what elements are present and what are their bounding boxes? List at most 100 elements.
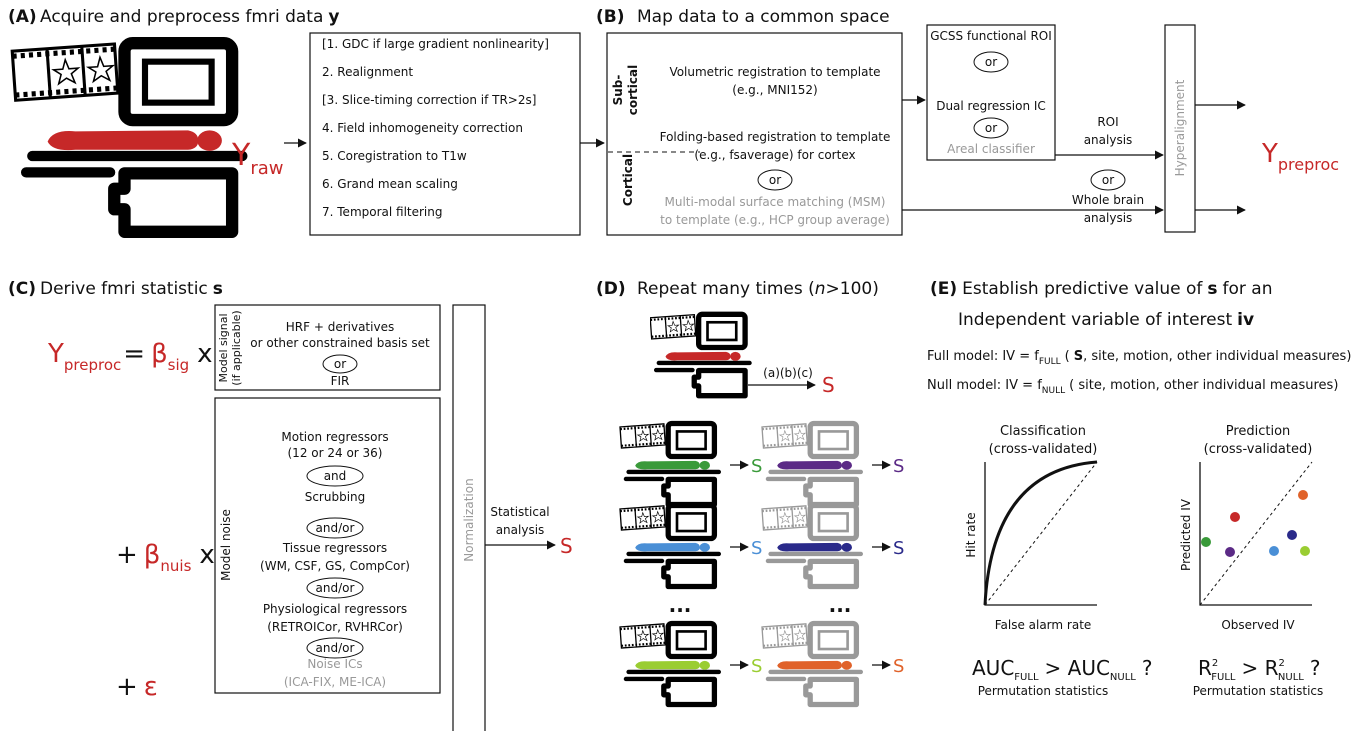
text: or <box>985 55 997 69</box>
text: Statistical <box>490 505 549 519</box>
text: Noise ICs <box>307 657 362 671</box>
title-text: n <box>815 279 826 299</box>
title-symbol: y <box>328 7 339 27</box>
title-text: Establish predictive value of <box>962 279 1203 299</box>
text: Tissue regressors <box>282 541 387 555</box>
operator: = <box>123 339 145 369</box>
plot-title: (cross-validated) <box>1204 442 1313 457</box>
panel-label: (A) <box>8 7 37 27</box>
step: 7. Temporal filtering <box>322 205 443 219</box>
note: Permutation statistics <box>1193 684 1324 698</box>
subscript: nuis <box>160 557 191 575</box>
title-text: Acquire and preprocess fmri data <box>40 7 323 27</box>
text: Areal classifier <box>947 142 1035 156</box>
symbol: S <box>1074 349 1083 364</box>
y-preproc: Ypreproc <box>1261 139 1339 174</box>
points <box>1201 490 1310 557</box>
scanner-icon <box>762 424 861 505</box>
text: or <box>1102 173 1114 187</box>
text: ( site, motion, other individual measure… <box>1069 378 1338 393</box>
circle <box>1225 547 1235 557</box>
text: (e.g., fsaverage) for cortex <box>694 148 855 162</box>
text: Motion regressors <box>281 430 388 444</box>
text: FIR <box>331 374 350 388</box>
y-raw: Yraw <box>231 138 283 179</box>
scanner-icon <box>762 624 861 705</box>
ellipsis: ... <box>829 593 852 617</box>
subscript: preproc <box>1278 155 1339 174</box>
title-symbol: iv <box>1237 310 1254 330</box>
step: 5. Coregistration to T1w <box>322 149 467 163</box>
operator: + <box>116 672 138 702</box>
text: ? <box>1142 656 1153 680</box>
text: Hyperalignment <box>1173 79 1187 176</box>
title-text: Independent variable of interest <box>958 310 1232 330</box>
output: S <box>751 538 762 559</box>
text: analysis <box>1084 133 1133 147</box>
side-label: Sub- <box>611 75 625 106</box>
side-label: Model signal <box>217 313 230 382</box>
output: S <box>893 656 904 677</box>
output: S <box>822 373 835 397</box>
note: Permutation statistics <box>978 684 1109 698</box>
side-label: Cortical <box>621 154 635 206</box>
g: [1. GDC if large gradient nonlinearity]2… <box>322 37 549 219</box>
panel-title: (E)Establish predictive value ofsfor an <box>930 279 1272 299</box>
step: [3. Slice-timing correction if TR>2s] <box>322 93 536 107</box>
text: (12 or 24 or 36) <box>288 446 383 460</box>
chance-line <box>985 462 1097 605</box>
circle <box>1269 546 1279 556</box>
subscript: preproc <box>64 356 121 374</box>
axis-label: Hit rate <box>964 512 978 557</box>
symbol: β <box>144 540 161 570</box>
subscript: sig <box>168 356 190 374</box>
title-symbol: s <box>1207 279 1217 299</box>
side-label: (if applicable) <box>230 310 243 385</box>
title-symbol: s <box>213 279 223 299</box>
ellipsis: ... <box>669 593 692 617</box>
text: AUC <box>972 656 1014 680</box>
text: Whole brain <box>1072 193 1144 207</box>
panel-label: (D) <box>596 279 626 299</box>
panel-title: Map data to a common space <box>637 7 890 27</box>
text: , site, motion, other individual measure… <box>1083 349 1351 364</box>
scanner-icon <box>650 314 749 395</box>
title-text: Repeat many times ( <box>637 279 815 299</box>
text: Full model: IV = f <box>927 349 1039 364</box>
side-label: cortical <box>626 65 640 115</box>
text: Scrubbing <box>305 490 366 504</box>
output: S <box>751 456 762 477</box>
subscript: raw <box>250 158 283 179</box>
test-line: AUCFULL> AUCNULL? <box>972 656 1153 683</box>
symbol: Y <box>47 339 64 369</box>
scanner-icon <box>12 43 242 232</box>
plot-title: Prediction <box>1226 424 1291 439</box>
text: Folding-based registration to template <box>660 130 891 144</box>
model-line: Full model: IV = fFULL(S, site, motion, … <box>927 349 1351 367</box>
g: Motion regressors (12 or 24 or 36) and Scru… <box>260 430 410 689</box>
text: ( <box>1065 349 1070 364</box>
title-text: for an <box>1223 279 1273 299</box>
text: (ICA-FIX, ME-ICA) <box>284 675 386 689</box>
symbol: Y <box>1261 139 1278 169</box>
output: S <box>893 538 904 559</box>
panel-label: (B) <box>596 7 625 27</box>
subscript: FULL <box>1014 672 1039 683</box>
symbol: β <box>151 339 168 369</box>
text: analysis <box>1084 211 1133 225</box>
text: Volumetric registration to template <box>669 65 880 79</box>
diagram: (A) Acquire and preprocess fmri datay Yr… <box>0 0 1370 731</box>
axis-label: Observed IV <box>1221 618 1295 632</box>
text: (RETROICor, RVHRCor) <box>267 620 403 634</box>
roi-box <box>927 25 1055 160</box>
text: and <box>324 469 347 483</box>
text: Dual regression IC <box>936 99 1046 113</box>
text: and/or <box>316 641 355 655</box>
title-text: >100) <box>826 279 879 299</box>
text: and/or <box>316 581 355 595</box>
text: ? <box>1310 656 1321 680</box>
